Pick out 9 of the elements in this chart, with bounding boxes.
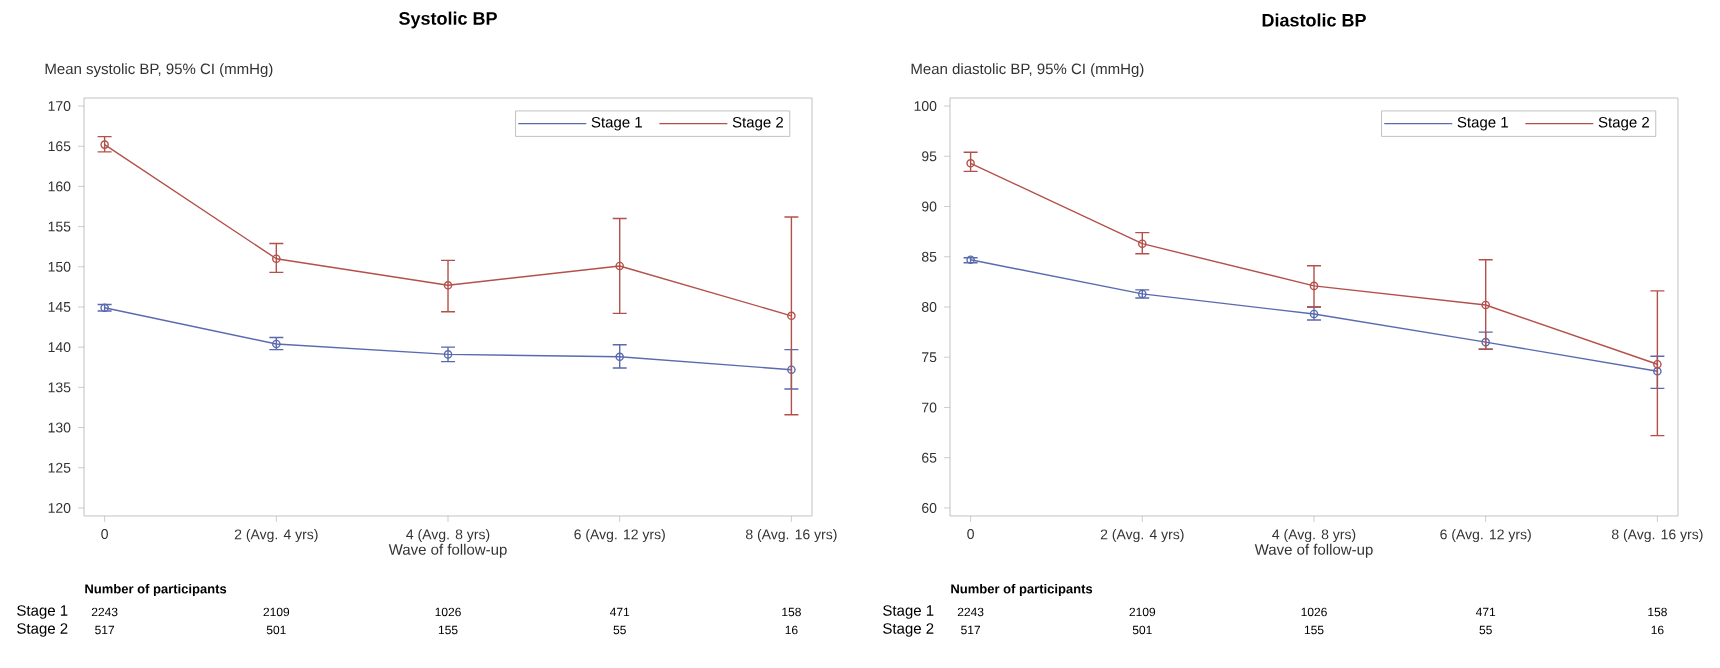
point [272,254,281,264]
point [1481,337,1490,347]
chart-title: Systolic BP [399,11,497,29]
point [443,280,453,290]
point [1481,300,1490,310]
chart-title: Diastolic BP [1262,13,1366,27]
point [1309,281,1319,291]
point [615,261,625,271]
point [1138,289,1147,299]
